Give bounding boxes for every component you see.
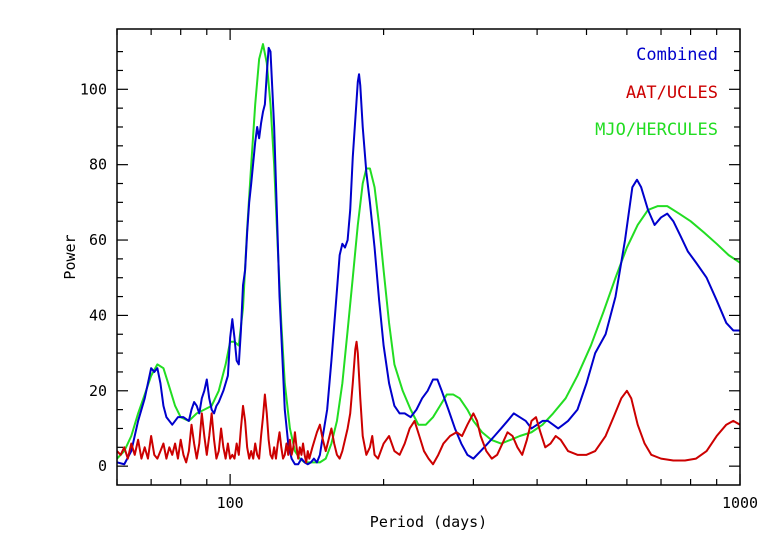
y-tick-label: 20 xyxy=(89,382,107,400)
legend-entry-combined: Combined xyxy=(636,45,718,65)
series-lines xyxy=(117,43,740,466)
legend-entry-mjo-hercules: MJO/HERCULES xyxy=(595,120,718,140)
y-tick-label: 100 xyxy=(80,80,107,98)
y-axis-title: Power xyxy=(61,234,79,279)
x-axis-title: Period (days) xyxy=(370,513,487,531)
y-tick-label: 40 xyxy=(89,306,107,324)
axis-ticks xyxy=(116,29,741,485)
plot-frame xyxy=(116,28,741,486)
y-tick-label: 60 xyxy=(89,231,107,249)
y-tick-label: 80 xyxy=(89,156,107,174)
x-tick-label: 100 xyxy=(217,494,244,512)
series-line-mjo-hercules xyxy=(117,43,740,464)
legend: Combined AAT/UCLES MJO/HERCULES xyxy=(595,45,718,140)
series-line-combined xyxy=(117,46,740,466)
series-line-aat-ucles xyxy=(117,340,740,466)
axis-tick-labels: 0 20 40 60 80 100 100 1000 xyxy=(80,80,758,512)
legend-entry-aat-ucles: AAT/UCLES xyxy=(626,83,718,103)
x-tick-label: 1000 xyxy=(722,494,758,512)
y-tick-label: 0 xyxy=(98,457,107,475)
